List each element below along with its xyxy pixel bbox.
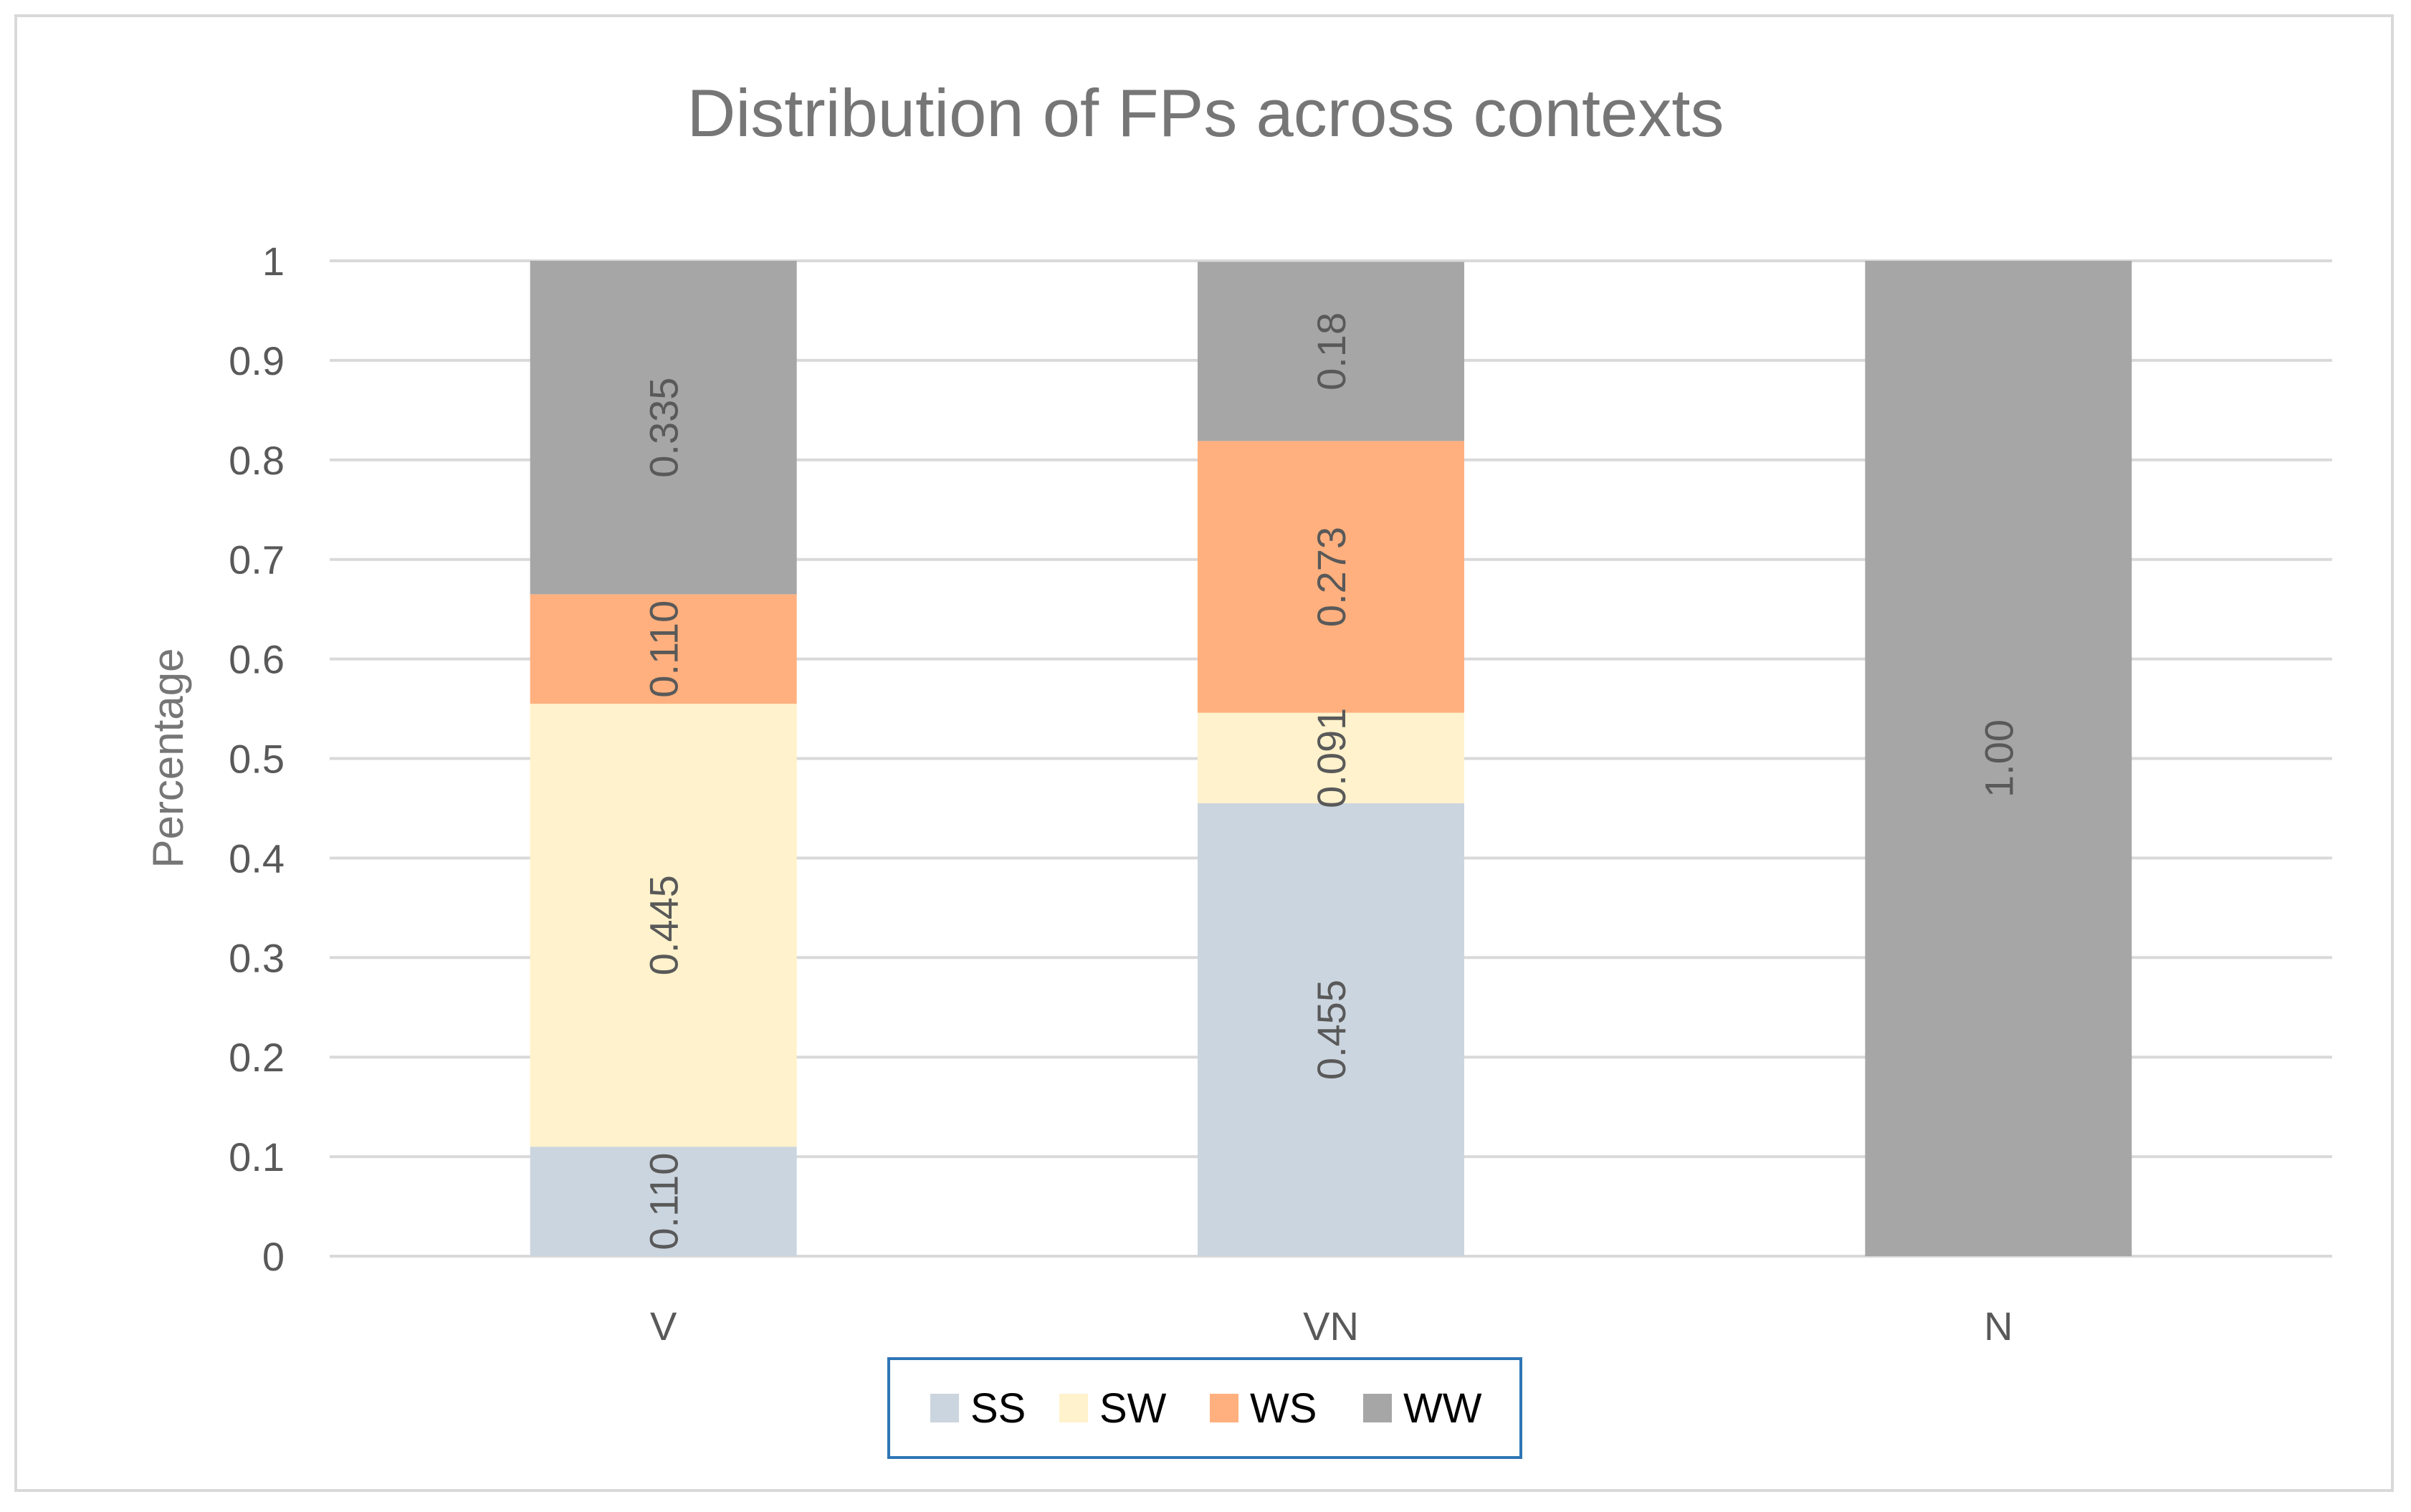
bar-V-SS bbox=[530, 1147, 797, 1256]
data-label-V-WS: 0.110 bbox=[641, 601, 687, 698]
data-label-V-SW: 0.445 bbox=[641, 875, 687, 975]
legend-swatch-WS bbox=[1210, 1394, 1238, 1422]
legend-box bbox=[887, 1357, 1522, 1459]
bar-N-WW bbox=[1865, 261, 2132, 1256]
x-tick-label-N: N bbox=[1984, 1303, 2013, 1349]
data-label-VN-WS: 0.273 bbox=[1309, 527, 1354, 627]
bar-V-WS bbox=[530, 594, 797, 704]
legend-swatch-SW bbox=[1059, 1394, 1088, 1422]
bar-VN-SW bbox=[1198, 712, 1464, 804]
y-tick-label: 0.5 bbox=[229, 737, 285, 782]
chart-title: Distribution of FPs across contexts bbox=[687, 75, 1724, 150]
y-tick-label: 0.2 bbox=[229, 1035, 285, 1080]
bar-VN-WW bbox=[1198, 262, 1464, 441]
bar-V-WW bbox=[530, 261, 797, 595]
bar-V-SW bbox=[530, 704, 797, 1147]
x-tick-label-V: V bbox=[650, 1303, 677, 1349]
legend-label-WS: WS bbox=[1250, 1385, 1317, 1432]
y-axis-ticks: 0 0.1 0.2 0.3 0.4 0.5 0.6 0.7 0.8 0.9 1 bbox=[229, 239, 285, 1279]
y-tick-label: 0.3 bbox=[229, 935, 285, 980]
y-tick-label: 0.8 bbox=[229, 438, 285, 483]
y-tick-label: 0.7 bbox=[229, 537, 285, 583]
legend-items: SS SW WS WW bbox=[930, 1385, 1482, 1432]
y-tick-label: 1 bbox=[262, 239, 285, 284]
legend-swatch-WW bbox=[1363, 1394, 1392, 1422]
legend-label-SS: SS bbox=[970, 1385, 1026, 1432]
y-tick-label: 0 bbox=[262, 1234, 285, 1279]
y-tick-label: 0.6 bbox=[229, 637, 285, 682]
data-label-VN-WW: 0.18 bbox=[1309, 312, 1354, 391]
legend: SS SW WS WW bbox=[887, 1357, 1522, 1459]
bar-VN-WS bbox=[1198, 441, 1464, 713]
y-tick-label: 0.1 bbox=[229, 1134, 285, 1180]
data-label-V-SS: 0.110 bbox=[641, 1153, 687, 1250]
data-label-VN-SS: 0.455 bbox=[1309, 980, 1354, 1080]
y-axis-label: Percentage bbox=[144, 649, 192, 869]
legend-label-SW: SW bbox=[1099, 1385, 1167, 1432]
data-label-V-WW: 0.335 bbox=[641, 378, 687, 478]
x-tick-label-VN: VN bbox=[1303, 1303, 1359, 1349]
data-labels: 0.110 0.445 0.110 0.335 0.455 0.091 0.273 0.18 1… bbox=[641, 312, 2022, 1250]
data-label-N-WW: 1.00 bbox=[1976, 719, 2021, 798]
legend-swatch-SS bbox=[930, 1394, 959, 1422]
bars bbox=[530, 261, 2132, 1256]
data-label-VN-SW: 0.091 bbox=[1309, 708, 1354, 808]
y-tick-label: 0.4 bbox=[229, 836, 285, 881]
bar-VN-SS bbox=[1198, 803, 1464, 1256]
y-tick-label: 0.9 bbox=[229, 338, 285, 383]
x-axis-ticks: V VN N bbox=[650, 1303, 2013, 1349]
legend-label-WW: WW bbox=[1403, 1385, 1482, 1432]
